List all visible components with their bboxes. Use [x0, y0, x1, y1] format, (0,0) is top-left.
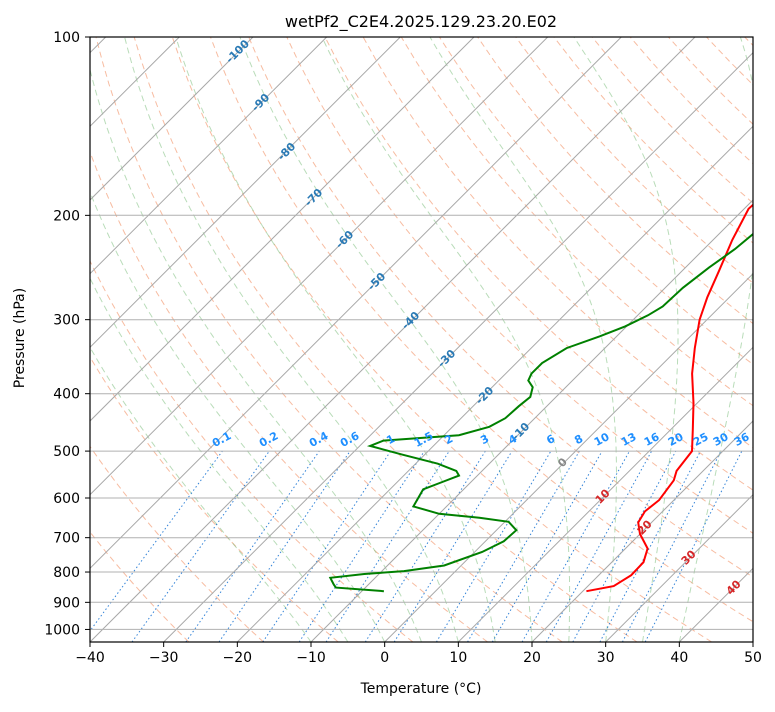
mixing-ratio-label: 0.2	[257, 429, 280, 450]
x-tick-label: −40	[75, 650, 105, 666]
dry-adiabat	[58, 37, 488, 642]
y-tick-label: 300	[53, 313, 80, 329]
dry-adiabat	[592, 37, 775, 642]
mixing-ratio-label: 3	[478, 432, 491, 447]
moist-adiabat-label: 30	[679, 547, 699, 567]
isotherm-line	[237, 37, 775, 642]
isotherm-line	[679, 37, 775, 642]
mixing-ratio-label: 0.4	[307, 429, 331, 450]
moist-adiabat-label: -20	[473, 384, 496, 407]
y-tick-label: 600	[53, 491, 80, 507]
isotherm-line	[90, 37, 695, 642]
x-tick-label: −20	[223, 650, 253, 666]
dry-adiabat	[20, 37, 413, 642]
mixing-ratio-label: 0.6	[338, 429, 362, 450]
mixing-ratio-line	[600, 451, 701, 642]
mixing-ratio-label: 36	[732, 430, 752, 449]
isotherm-line	[458, 37, 775, 642]
mixing-ratio-label: 8	[572, 432, 585, 447]
y-tick-label: 500	[53, 444, 80, 460]
plot-frame	[90, 37, 753, 642]
isotherm-line	[0, 37, 474, 642]
x-tick-label: 40	[670, 650, 688, 666]
dry-adiabat	[439, 37, 775, 642]
y-tick-label: 200	[53, 208, 80, 224]
isotherm-line	[385, 37, 775, 642]
isotherm-line	[311, 37, 775, 642]
y-tick-label: 800	[53, 565, 80, 581]
y-axis-label: Pressure (hPa)	[12, 288, 28, 388]
x-axis-label: Temperature (°C)	[360, 681, 482, 697]
x-tick-label: 20	[523, 650, 541, 666]
mixing-ratio-label: 16	[642, 430, 662, 449]
dry-adiabat	[745, 37, 775, 642]
mixing-ratio-line	[219, 451, 350, 642]
isotherm-line	[0, 37, 253, 642]
dry-adiabat	[668, 37, 775, 642]
isotherm-line	[0, 37, 400, 642]
moist-adiabat-label: 0	[555, 455, 570, 470]
moist-adiabat	[17, 37, 348, 642]
y-tick-label: 400	[53, 387, 80, 403]
x-tick-label: −10	[296, 650, 326, 666]
reference-labels: -100-90-80-70-60-50-40-30-20-10010203040…	[210, 37, 752, 598]
dry-adiabat	[0, 37, 189, 642]
x-tick-label: 10	[449, 650, 467, 666]
moist-adiabat	[240, 37, 532, 642]
moist-adiabat	[125, 37, 459, 642]
moist-adiabat	[0, 37, 311, 642]
mixing-ratio-label: 13	[619, 430, 639, 449]
mixing-ratio-label: 20	[666, 430, 686, 449]
profile-lines	[330, 37, 775, 591]
mixing-ratio-line	[573, 451, 676, 642]
x-tick-label: 30	[597, 650, 615, 666]
x-tick-label: 50	[744, 650, 762, 666]
mixing-ratio-label: 25	[691, 430, 711, 449]
moist-adiabat-label: 10	[593, 486, 613, 506]
mixing-ratio-line	[299, 451, 424, 642]
chart-title: wetPf2_C2E4.2025.129.23.20.E02	[285, 12, 557, 32]
dewpoint-profile-line	[330, 37, 775, 591]
mixing-ratio-line	[522, 451, 629, 642]
moist-adiabat-label: -80	[275, 140, 298, 163]
moist-adiabat	[176, 37, 495, 642]
x-tick-label: −30	[149, 650, 179, 666]
dry-adiabat	[0, 37, 264, 642]
y-tick-label: 700	[53, 531, 80, 547]
mixing-ratio-line	[645, 451, 742, 642]
reference-lines	[0, 37, 775, 642]
mixing-ratio-label: 10	[592, 430, 612, 449]
isotherm-line	[16, 37, 621, 642]
dry-adiabat	[0, 37, 338, 642]
mixing-ratio-line	[326, 451, 449, 642]
mixing-ratio-line	[82, 451, 223, 642]
y-tick-label: 900	[53, 595, 80, 611]
y-tick-label: 100	[53, 30, 80, 46]
dry-adiabat	[516, 37, 775, 642]
dry-adiabat	[554, 37, 775, 642]
grid-lines	[0, 37, 775, 642]
isotherm-line	[753, 37, 775, 642]
mixing-ratio-line	[365, 451, 485, 642]
y-tick-label: 1000	[44, 622, 80, 638]
dry-adiabat	[707, 37, 775, 642]
mixing-ratio-line	[132, 451, 269, 642]
x-tick-label: 0	[380, 650, 389, 666]
mixing-ratio-label: 0.1	[210, 429, 233, 450]
isotherm-line	[0, 37, 327, 642]
mixing-ratio-line	[263, 451, 391, 642]
mixing-ratio-label: 2	[442, 432, 455, 447]
moist-adiabat-label: 20	[635, 517, 655, 537]
